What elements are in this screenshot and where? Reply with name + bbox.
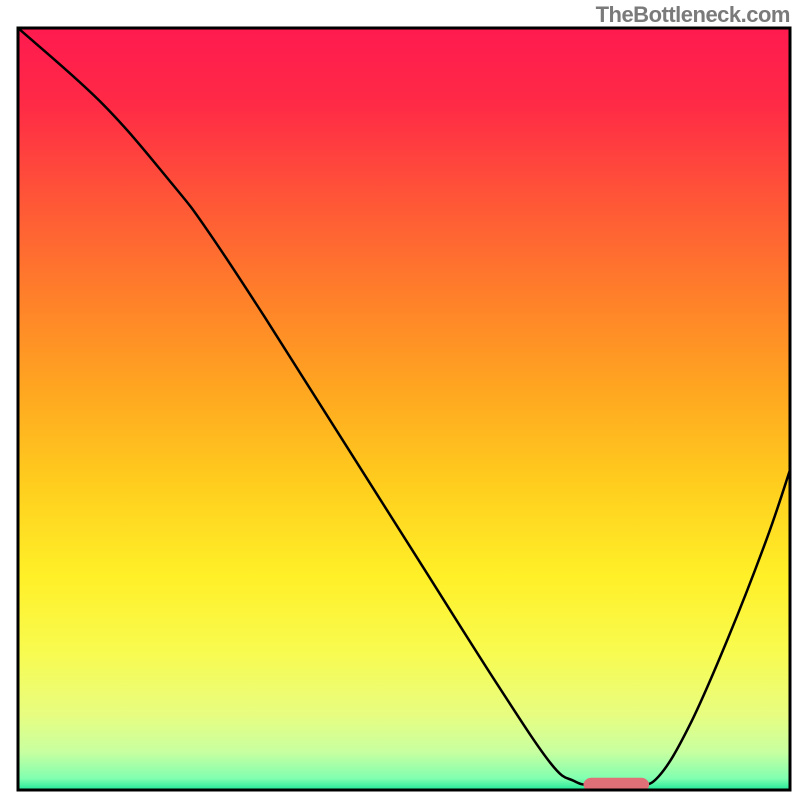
watermark-text: TheBottleneck.com: [596, 2, 790, 28]
bottleneck-chart: [0, 0, 800, 800]
gradient-background: [18, 28, 790, 790]
chart-container: TheBottleneck.com: [0, 0, 800, 800]
